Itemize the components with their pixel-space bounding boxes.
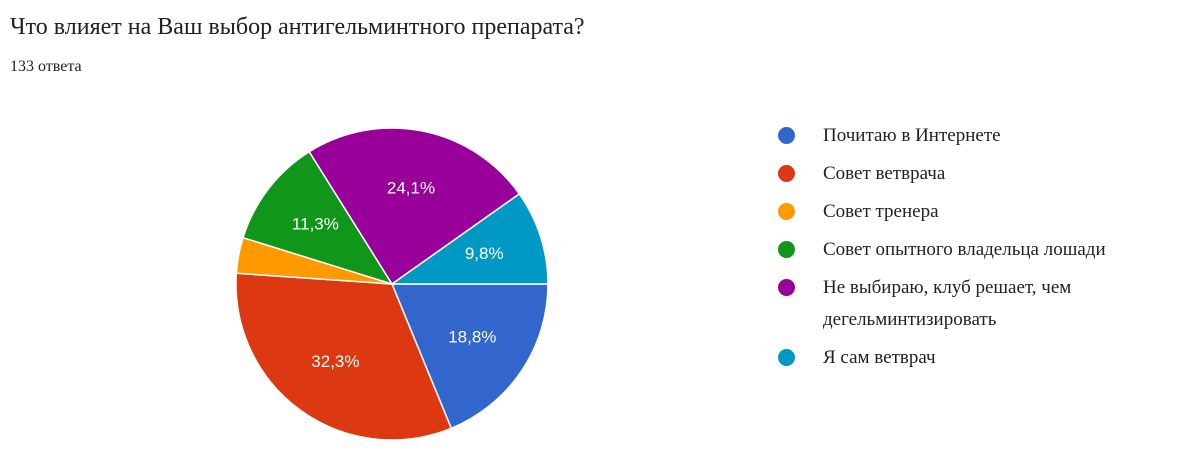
slice-percent-label: 24,1% (387, 179, 435, 198)
response-count: 133 ответа (10, 58, 82, 75)
legend-marker-icon (778, 165, 795, 182)
pie-slice[interactable] (389, 192, 549, 285)
slice-percent-label: 18,8% (448, 327, 496, 346)
chart-title: Что влияет на Ваш выбор антигельминтного… (10, 14, 585, 40)
legend-label: Не выбираю, клуб решает, чем дегельминти… (823, 277, 1072, 330)
legend-label: Я сам ветврач (823, 347, 936, 368)
pie-slice[interactable] (235, 272, 453, 441)
pie-slice[interactable] (308, 127, 521, 286)
legend-item[interactable]: Я сам ветврач (778, 342, 1183, 374)
legend-item[interactable]: Не выбираю, клуб решает, чем дегельминти… (778, 272, 1183, 336)
legend-label: Совет опытного владельца лошади (823, 239, 1106, 260)
legend-marker-icon (778, 127, 795, 144)
chart-legend: Почитаю в Интернете Совет ветврача Совет… (778, 120, 1183, 380)
legend-marker-icon (778, 349, 795, 366)
legend-marker-icon (778, 203, 795, 220)
pie-slice[interactable] (390, 283, 549, 430)
pie-slice[interactable] (242, 150, 394, 286)
legend-label: Почитаю в Интернете (823, 125, 1001, 146)
slice-percent-label: 9,8% (465, 244, 504, 263)
slice-percent-label: 11,3% (292, 214, 339, 233)
legend-marker-icon (778, 241, 795, 258)
legend-item[interactable]: Почитаю в Интернете (778, 120, 1183, 152)
pie-chart: 18,8% 32,3% 11,3% 24,1% 9,8% (235, 127, 549, 441)
legend-item[interactable]: Совет ветврача (778, 158, 1183, 190)
legend-item[interactable]: Совет опытного владельца лошади (778, 234, 1183, 266)
legend-label: Совет ветврача (823, 163, 946, 184)
slice-percent-label: 32,3% (311, 352, 359, 371)
legend-item[interactable]: Совет тренера (778, 196, 1183, 228)
legend-marker-icon (778, 279, 795, 296)
legend-label: Совет тренера (823, 201, 939, 222)
